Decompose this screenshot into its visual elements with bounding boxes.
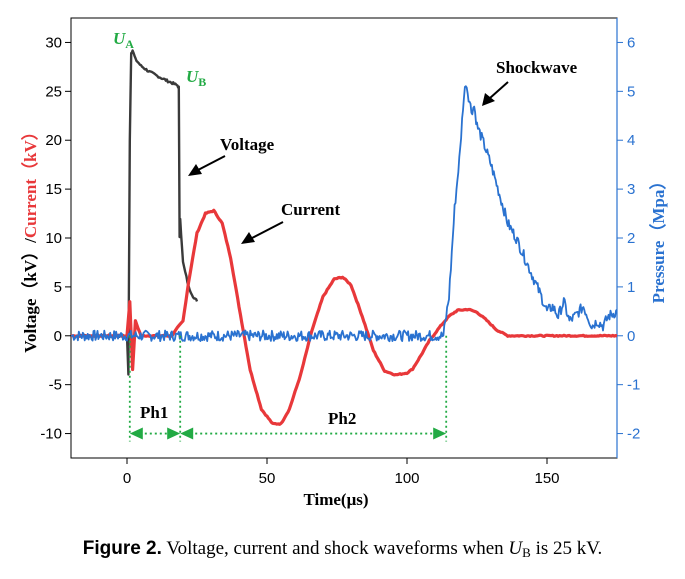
y-right-tick-label: -2	[627, 426, 640, 443]
y-left-tick-label: 10	[45, 230, 62, 247]
y-right-tick-label: 0	[627, 328, 635, 345]
shockwave-arrow	[482, 81, 509, 106]
voltage-arrow	[188, 155, 226, 176]
y-right-tick-label: 1	[627, 279, 635, 296]
y-left-tick-label: -5	[49, 377, 62, 394]
plot-frame	[70, 17, 618, 459]
ph1-arrow	[129, 427, 181, 440]
y-left-tick-label: 20	[45, 132, 62, 149]
y-left-tick-label: 5	[54, 279, 62, 296]
ph2-arrow	[180, 427, 447, 440]
figure-caption: Figure 2. Voltage, current and shock wav…	[0, 538, 685, 561]
left-axis-ticks: -10 -5 0 5 10 15 20 25 30	[40, 34, 71, 443]
ph2-label: Ph2	[328, 409, 356, 428]
ua-label: UA	[113, 29, 134, 51]
x-axis-title: Time(μs)	[303, 490, 368, 509]
y-left-tick-label: 25	[45, 83, 62, 100]
ph1-label: Ph1	[140, 403, 168, 422]
x-tick-label: 0	[123, 470, 131, 487]
current-arrow	[241, 221, 284, 244]
shockwave-annotation: Shockwave	[496, 58, 578, 77]
shockwave-series-line	[71, 85, 617, 343]
y-right-tick-label: 4	[627, 132, 635, 149]
caption-text-before: Voltage, current and shock waveforms whe…	[166, 538, 509, 559]
x-tick-label: 50	[259, 470, 276, 487]
caption-var-sub: B	[522, 545, 531, 560]
phase-markers	[128, 335, 448, 442]
right-axis-ticks: -2 -1 0 1 2 3 4 5 6	[617, 34, 640, 443]
caption-var: U	[508, 538, 523, 559]
caption-label: Figure 2.	[82, 538, 162, 559]
y-left-tick-label: 15	[45, 181, 62, 198]
x-axis-ticks: 0 50 100 150	[123, 458, 560, 487]
y-left-tick-label: -10	[40, 426, 62, 443]
y-axis-left-title: Voltage（kV）/Current（kV）	[20, 123, 40, 353]
ub-label: UB	[186, 67, 206, 89]
y-left-tick-label: 0	[54, 328, 62, 345]
y-right-tick-label: 5	[627, 83, 635, 100]
current-annotation: Current	[281, 200, 341, 219]
x-tick-label: 150	[534, 470, 559, 487]
y-left-tick-label: 30	[45, 34, 62, 51]
current-series-line	[71, 208, 617, 426]
y-axis-right-title: Pressure（Mpa）	[648, 173, 668, 304]
y-right-tick-label: 3	[627, 181, 635, 198]
y-right-tick-label: -1	[627, 377, 640, 394]
voltage-annotation: Voltage	[220, 135, 275, 154]
x-tick-label: 100	[394, 470, 419, 487]
y-right-tick-label: 2	[627, 230, 635, 247]
caption-text-after: is 25 kV.	[530, 538, 603, 559]
y-right-tick-label: 6	[627, 34, 635, 51]
